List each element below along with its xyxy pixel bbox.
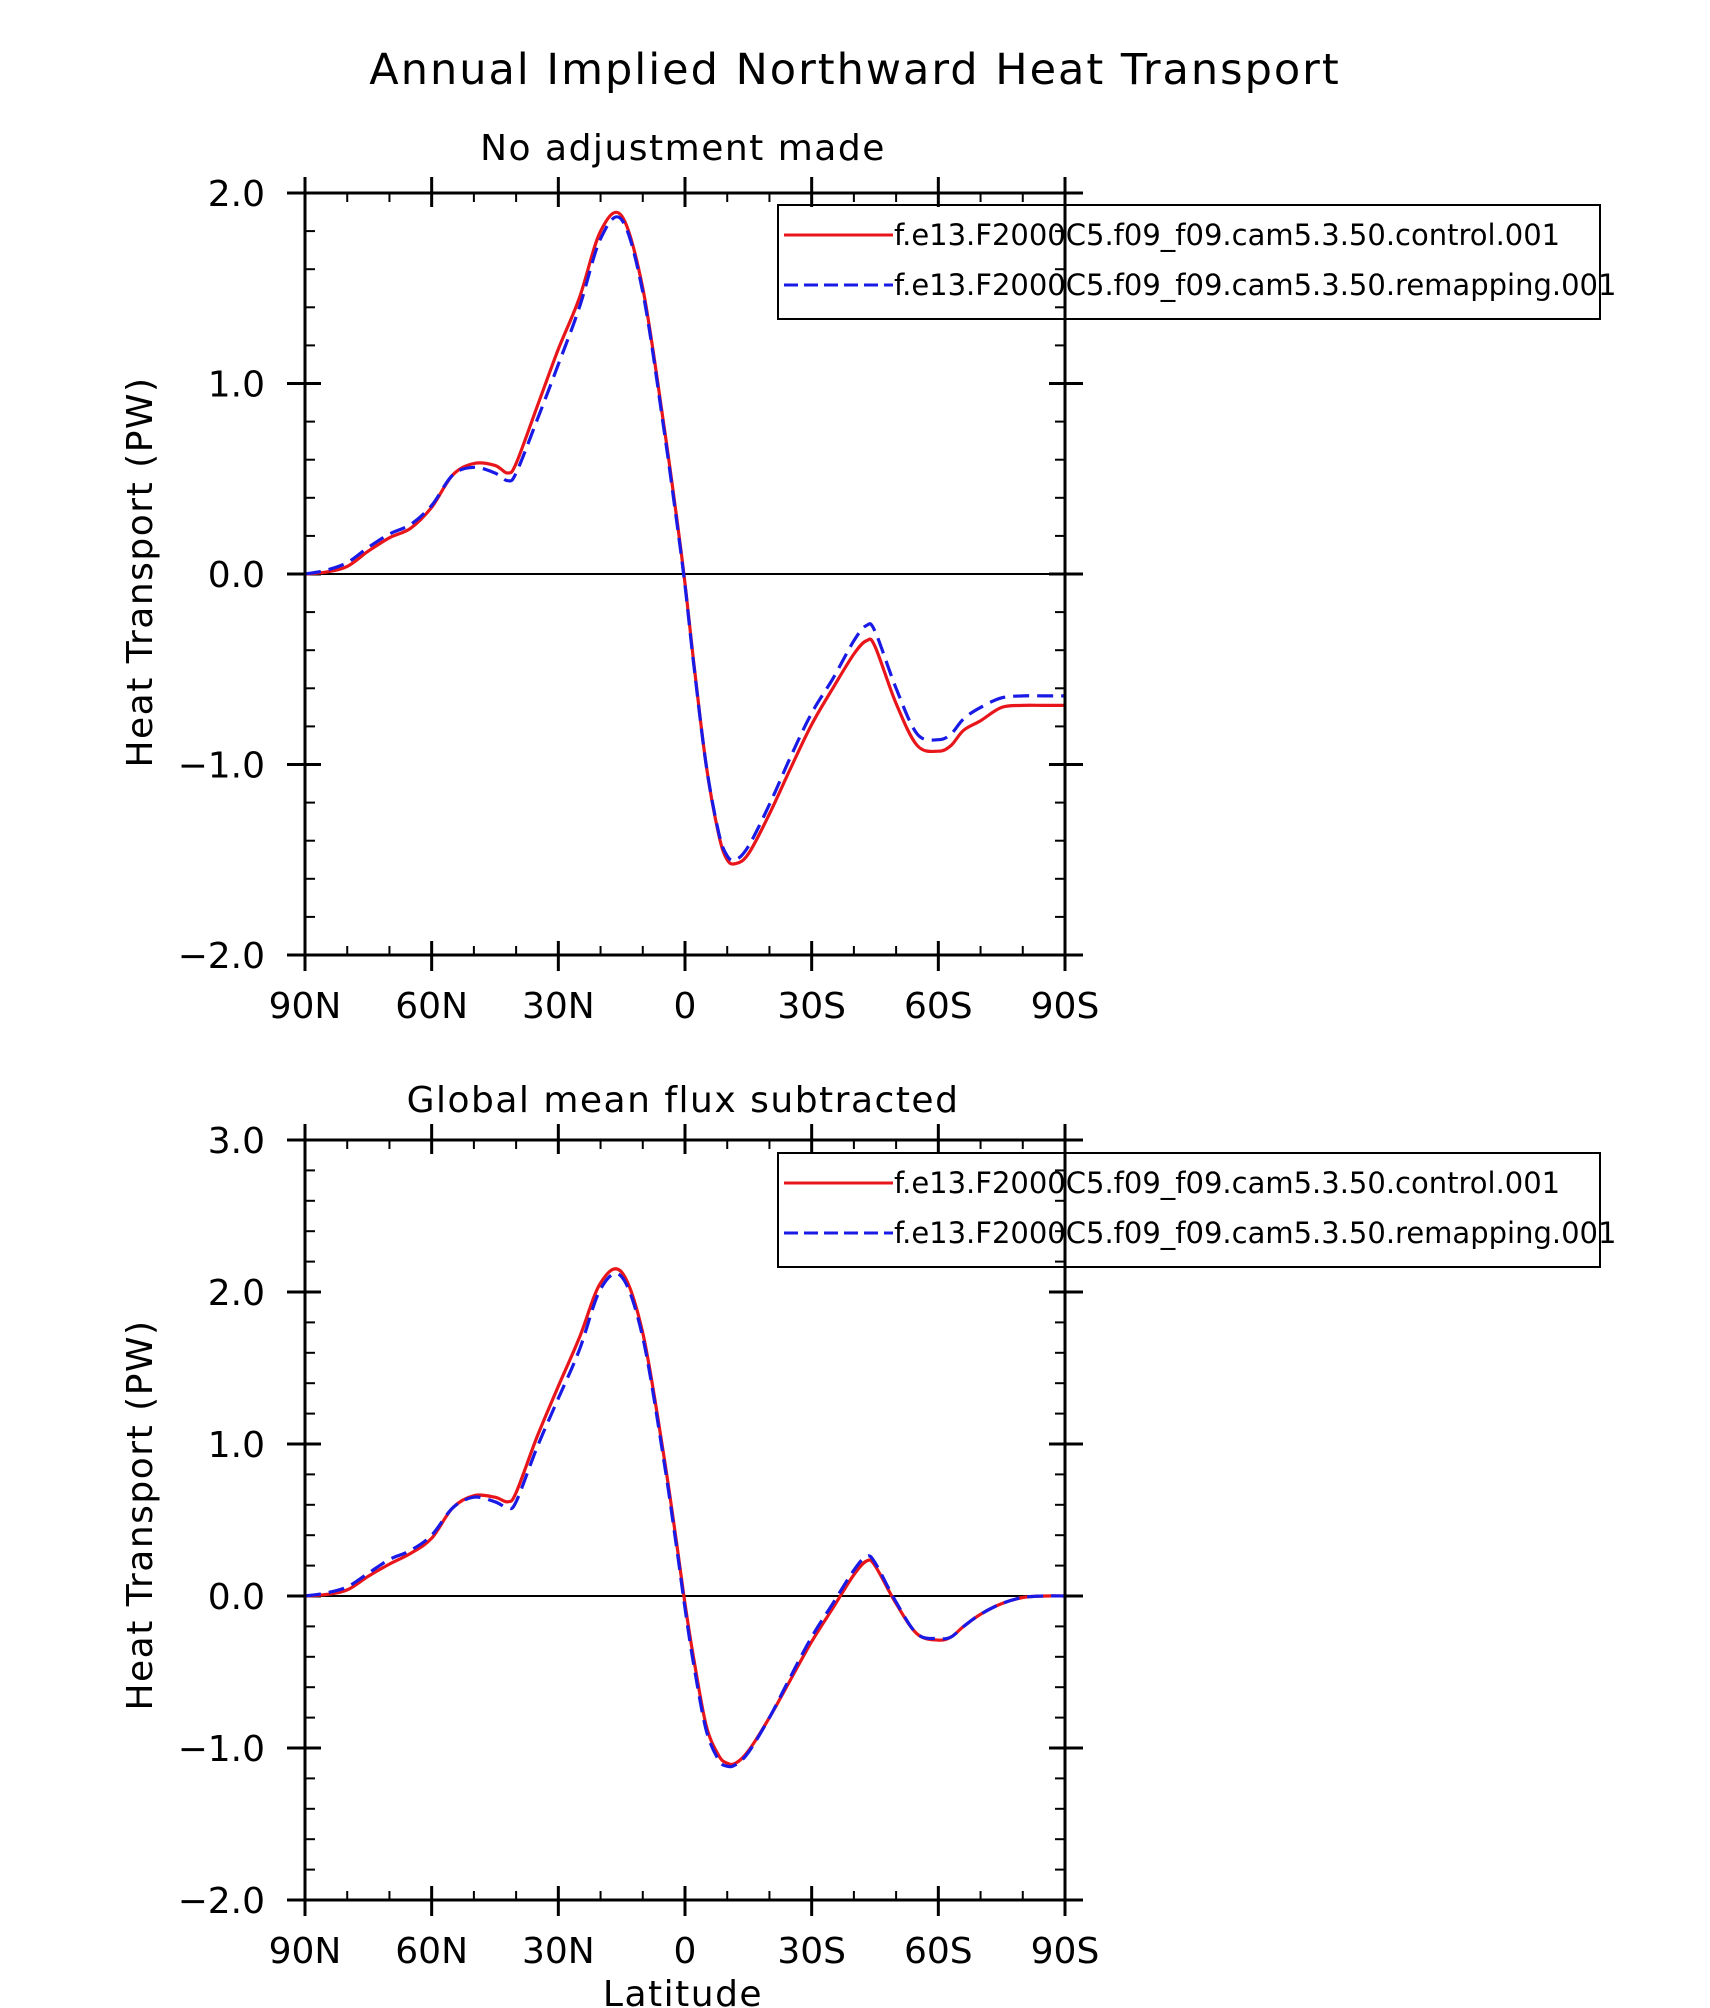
y-tick-label: −1.0 bbox=[178, 746, 265, 787]
x-tick-label: 90S bbox=[1031, 1931, 1100, 1972]
series-remapping-line bbox=[304, 1271, 1066, 1769]
panel-no-adjustment: No adjustment made Heat Transport (PW) 9… bbox=[120, 128, 1616, 1027]
y-tick-label: 0.0 bbox=[208, 1577, 265, 1618]
y-tick-label: 1.0 bbox=[208, 1425, 265, 1466]
legend-label: f.e13.F2000C5.f09_f09.cam5.3.50.remappin… bbox=[894, 268, 1616, 302]
y-axis-label: Heat Transport (PW) bbox=[120, 376, 161, 767]
y-tick-label: 1.0 bbox=[208, 365, 265, 406]
x-axis-label: Latitude bbox=[603, 1974, 763, 2008]
x-tick-label: 60N bbox=[395, 1931, 468, 1972]
figure-title: Annual Implied Northward Heat Transport bbox=[369, 45, 1340, 95]
legend-label: f.e13.F2000C5.f09_f09.cam5.3.50.remappin… bbox=[894, 1216, 1616, 1250]
y-tick-label: 2.0 bbox=[208, 174, 265, 215]
y-tick-label: 3.0 bbox=[208, 1121, 265, 1162]
x-tick-label: 30S bbox=[777, 1931, 846, 1972]
legend-box bbox=[777, 1152, 1601, 1268]
y-tick-label: −1.0 bbox=[178, 1729, 265, 1770]
plot-area: 90N 60N 30N 0 30S 60S 90S −2.0 −1.0 0.0 1.0 2.0 3.0 f… bbox=[178, 1121, 1617, 1972]
legend-box bbox=[777, 204, 1601, 320]
x-tick-label: 60S bbox=[904, 1931, 973, 1972]
panel-title: Global mean flux subtracted bbox=[407, 1080, 960, 1121]
panel-title: No adjustment made bbox=[480, 128, 886, 169]
y-tick-label: −2.0 bbox=[178, 936, 265, 977]
plot-area: 90N 60N 30N 0 30S 60S 90S −2.0 −1.0 0.0 1.0 2.0 f.e1… bbox=[178, 174, 1617, 1027]
legend-label: f.e13.F2000C5.f09_f09.cam5.3.50.control.… bbox=[894, 1166, 1560, 1200]
legend-label: f.e13.F2000C5.f09_f09.cam5.3.50.control.… bbox=[894, 218, 1560, 252]
legend: f.e13.F2000C5.f09_f09.cam5.3.50.control.… bbox=[777, 204, 1616, 320]
plot-frame bbox=[303, 191, 1067, 957]
series-remapping-line bbox=[304, 215, 1065, 863]
x-tick-label: 0 bbox=[674, 986, 697, 1027]
plot-frame bbox=[303, 1138, 1067, 1902]
y-axis-label: Heat Transport (PW) bbox=[120, 1319, 161, 1710]
x-tick-label: 60N bbox=[395, 986, 468, 1027]
legend: f.e13.F2000C5.f09_f09.cam5.3.50.control.… bbox=[777, 1152, 1616, 1268]
x-tick-label: 30N bbox=[522, 1931, 595, 1972]
y-tick-label: −2.0 bbox=[178, 1881, 265, 1922]
x-tick-label: 90S bbox=[1031, 986, 1100, 1027]
x-tick-label: 90N bbox=[269, 1931, 342, 1972]
x-tick-label: 30S bbox=[777, 986, 846, 1027]
x-tick-label: 30N bbox=[522, 986, 595, 1027]
panel-global-mean-subtracted: Global mean flux subtracted Heat Transpo… bbox=[120, 1080, 1616, 2008]
x-tick-label: 90N bbox=[269, 986, 342, 1027]
x-tick-label: 0 bbox=[674, 1931, 697, 1972]
y-tick-label: 0.0 bbox=[208, 555, 265, 596]
y-tick-label: 2.0 bbox=[208, 1273, 265, 1314]
x-tick-label: 60S bbox=[904, 986, 973, 1027]
